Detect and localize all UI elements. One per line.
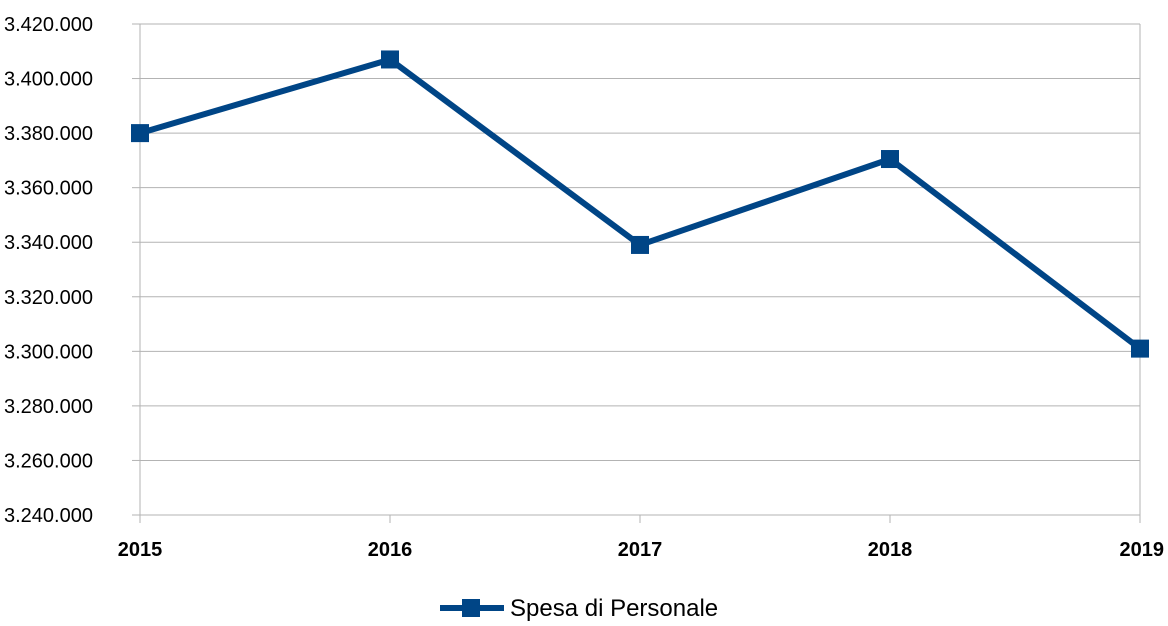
series-spesa-di-personale	[131, 50, 1149, 358]
data-point-marker	[881, 150, 899, 169]
y-tick-label: 3.280.000	[4, 396, 93, 418]
y-tick-label: 3.300.000	[4, 341, 93, 363]
y-tick-label: 3.420.000	[4, 14, 93, 36]
data-point-marker	[131, 124, 149, 143]
y-tick-label: 3.380.000	[4, 123, 93, 145]
data-point-marker	[381, 50, 399, 69]
y-tick-label: 3.360.000	[4, 178, 93, 200]
y-tick-label: 3.340.000	[4, 232, 93, 254]
series-line	[139, 56, 1142, 351]
y-tick-label: 3.400.000	[4, 69, 93, 91]
axes	[132, 23, 1141, 523]
y-tick-label: 3.260.000	[4, 450, 93, 472]
gridlines	[140, 23, 1140, 516]
x-tick-label: 2019	[1120, 539, 1165, 561]
legend: Spesa di Personale	[440, 595, 718, 622]
x-tick-label: 2018	[868, 539, 913, 561]
data-point-marker	[631, 235, 649, 254]
x-tick-label: 2016	[368, 539, 413, 561]
y-tick-label: 3.240.000	[4, 505, 93, 527]
legend-label: Spesa di Personale	[510, 595, 718, 621]
x-axis-tick-labels: 2015 2016 2017 2018 2019	[118, 539, 1164, 561]
y-axis-tick-labels: 3.240.000 3.260.000 3.280.000 3.300.000 3.32…	[4, 14, 93, 527]
x-tick-label: 2015	[118, 539, 163, 561]
legend-square-marker	[462, 599, 480, 617]
data-point-marker	[1131, 339, 1149, 358]
x-tick-label: 2017	[618, 539, 663, 561]
y-tick-label: 3.320.000	[4, 287, 93, 309]
